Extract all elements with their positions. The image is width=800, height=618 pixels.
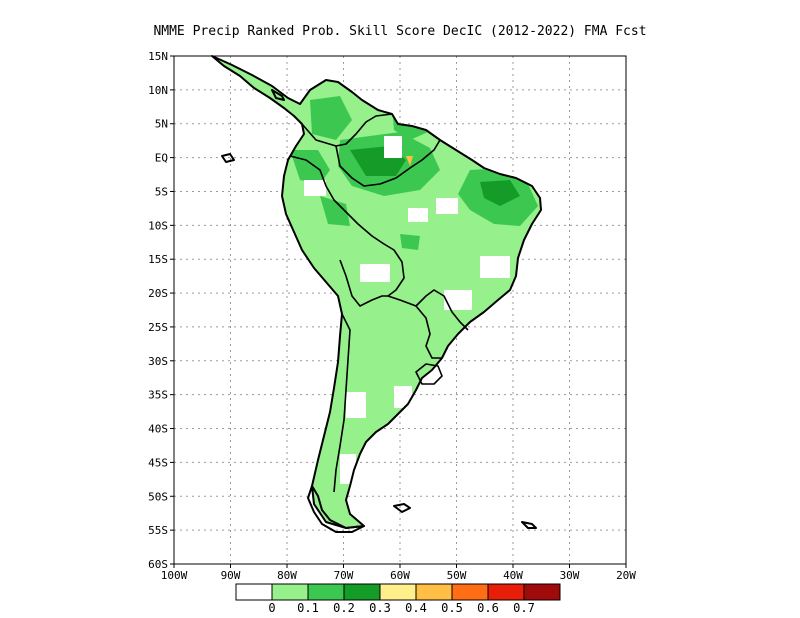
border-ecuador-peru	[289, 155, 345, 211]
x-tick-label: 20W	[616, 569, 636, 582]
border-brazil-north	[335, 139, 441, 187]
south-georgia	[521, 521, 537, 529]
y-tick-label: 10S	[148, 219, 168, 232]
falkland-islands	[393, 503, 411, 513]
legend-label: 0.1	[297, 601, 319, 615]
border-paraguay-brazil	[415, 289, 469, 331]
legend-swatch	[487, 583, 525, 601]
border-paraguay-argentina	[387, 295, 442, 359]
legend-swatch	[415, 583, 453, 601]
x-tick-label: 100W	[161, 569, 188, 582]
legend-swatch	[271, 583, 309, 601]
legend-swatch	[379, 583, 417, 601]
border-chile-argentina	[333, 313, 351, 493]
no-skill-patch	[408, 208, 428, 222]
skill-band-0.3-0.4-spot	[406, 156, 413, 166]
legend-label: 0.6	[477, 601, 499, 615]
y-tick-label: 15S	[148, 253, 168, 266]
no-skill-patch	[436, 198, 458, 214]
y-tick-label: 30S	[148, 355, 168, 368]
no-skill-patch	[384, 136, 402, 158]
caribbean-islands	[271, 89, 285, 101]
no-skill-patch	[394, 386, 412, 408]
y-tick-label: 45S	[148, 456, 168, 469]
map-title: NMME Precip Ranked Prob. Skill Score Dec…	[153, 24, 646, 39]
legend-label: 0.3	[369, 601, 391, 615]
x-tick-label: 70W	[334, 569, 354, 582]
border-colombia-venezuela	[301, 113, 393, 147]
y-tick-label: 5S	[155, 185, 168, 198]
y-tick-label: 5N	[155, 118, 168, 131]
y-tick-label: 10N	[148, 84, 168, 97]
no-skill-patch	[444, 290, 472, 310]
y-tick-label: 20S	[148, 287, 168, 300]
border-uruguay	[415, 363, 443, 385]
latitude-ticks: 15N 10N 5N EQ 5S 10S 15S 20S 25S 30S 35S 40S 45S 50S 5…	[148, 50, 174, 571]
legend-label: 0.7	[513, 601, 535, 615]
y-tick-label: 40S	[148, 423, 168, 436]
legend-swatch	[523, 583, 561, 601]
y-tick-label: EQ	[155, 152, 168, 165]
tierra-del-fuego	[307, 485, 365, 533]
no-skill-patch	[480, 256, 510, 278]
x-tick-label: 60W	[390, 569, 410, 582]
y-tick-label: 60S	[148, 558, 168, 571]
legend-label: 0.5	[441, 601, 463, 615]
skill-band-0.2-0.3-northeast	[480, 180, 520, 206]
south-america-coastline	[211, 55, 542, 529]
border-peru-bolivia-brazil	[343, 209, 405, 297]
galapagos-islands	[221, 153, 235, 163]
legend-swatch	[235, 583, 273, 601]
x-tick-label: 30W	[560, 569, 580, 582]
legend-label: 0.4	[405, 601, 427, 615]
no-skill-patch	[346, 392, 366, 418]
skill-band-0.1-0.2-peru	[320, 196, 350, 226]
legend-label: 0	[268, 601, 275, 615]
coastlines	[211, 55, 542, 533]
y-tick-label: 55S	[148, 524, 168, 537]
x-tick-label: 50W	[447, 569, 467, 582]
no-skill-patch	[360, 264, 390, 282]
skill-band-0.1-0.2-colombia	[310, 96, 352, 140]
x-tick-label: 90W	[221, 569, 241, 582]
y-tick-label: 50S	[148, 490, 168, 503]
legend-swatch	[451, 583, 489, 601]
longitude-ticks: 100W 90W 80W 70W 60W 50W 40W 30W 20W	[161, 564, 636, 582]
legend-swatch	[343, 583, 381, 601]
country-borders	[289, 113, 469, 493]
x-tick-label: 40W	[503, 569, 523, 582]
y-tick-label: 25S	[148, 321, 168, 334]
y-tick-label: 15N	[148, 50, 168, 63]
legend-label: 0.2	[333, 601, 355, 615]
legend-swatch	[307, 583, 345, 601]
no-skill-patch	[304, 180, 326, 196]
border-chile-bolivia	[339, 259, 388, 307]
skill-band-0.1-0.2-central	[400, 234, 420, 250]
colorbar-legend: 0 0.1 0.2 0.3 0.4 0.5 0.6 0.7	[235, 583, 561, 615]
x-tick-label: 80W	[277, 569, 297, 582]
y-tick-label: 35S	[148, 389, 168, 402]
